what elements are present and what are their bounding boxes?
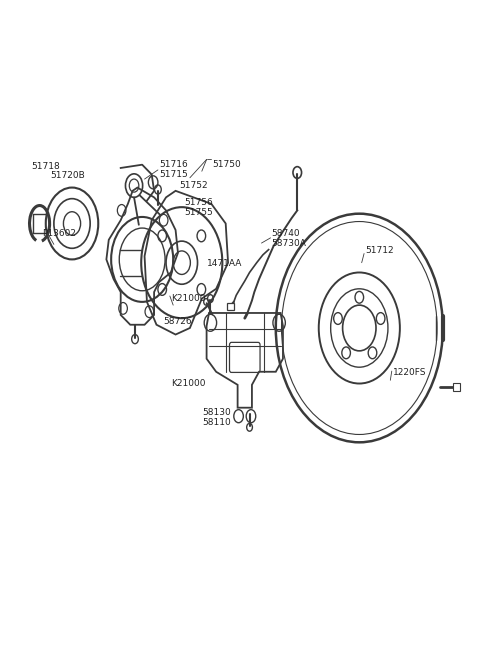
Text: 51715: 51715 xyxy=(159,170,188,179)
Text: K21000: K21000 xyxy=(171,379,205,388)
Text: 1220FS: 1220FS xyxy=(393,368,426,377)
Text: 58110: 58110 xyxy=(203,419,231,427)
Text: 1471AA: 1471AA xyxy=(206,260,242,268)
Text: 58130: 58130 xyxy=(203,409,231,417)
Text: 58726: 58726 xyxy=(164,317,192,326)
Text: 51752: 51752 xyxy=(180,181,208,190)
Text: 51756: 51756 xyxy=(184,198,213,207)
Text: 51718: 51718 xyxy=(31,161,60,171)
Text: 51716: 51716 xyxy=(159,160,188,169)
Text: P13602: P13602 xyxy=(42,229,76,237)
Text: 58730A: 58730A xyxy=(272,239,306,247)
Bar xyxy=(453,383,460,391)
Bar xyxy=(227,303,234,310)
Text: 58740: 58740 xyxy=(272,229,300,237)
Text: 51755: 51755 xyxy=(184,208,213,217)
Text: 51720B: 51720B xyxy=(50,171,85,180)
Text: 51750: 51750 xyxy=(212,160,241,169)
Text: 51712: 51712 xyxy=(365,247,394,255)
Text: K21000: K21000 xyxy=(171,294,205,303)
